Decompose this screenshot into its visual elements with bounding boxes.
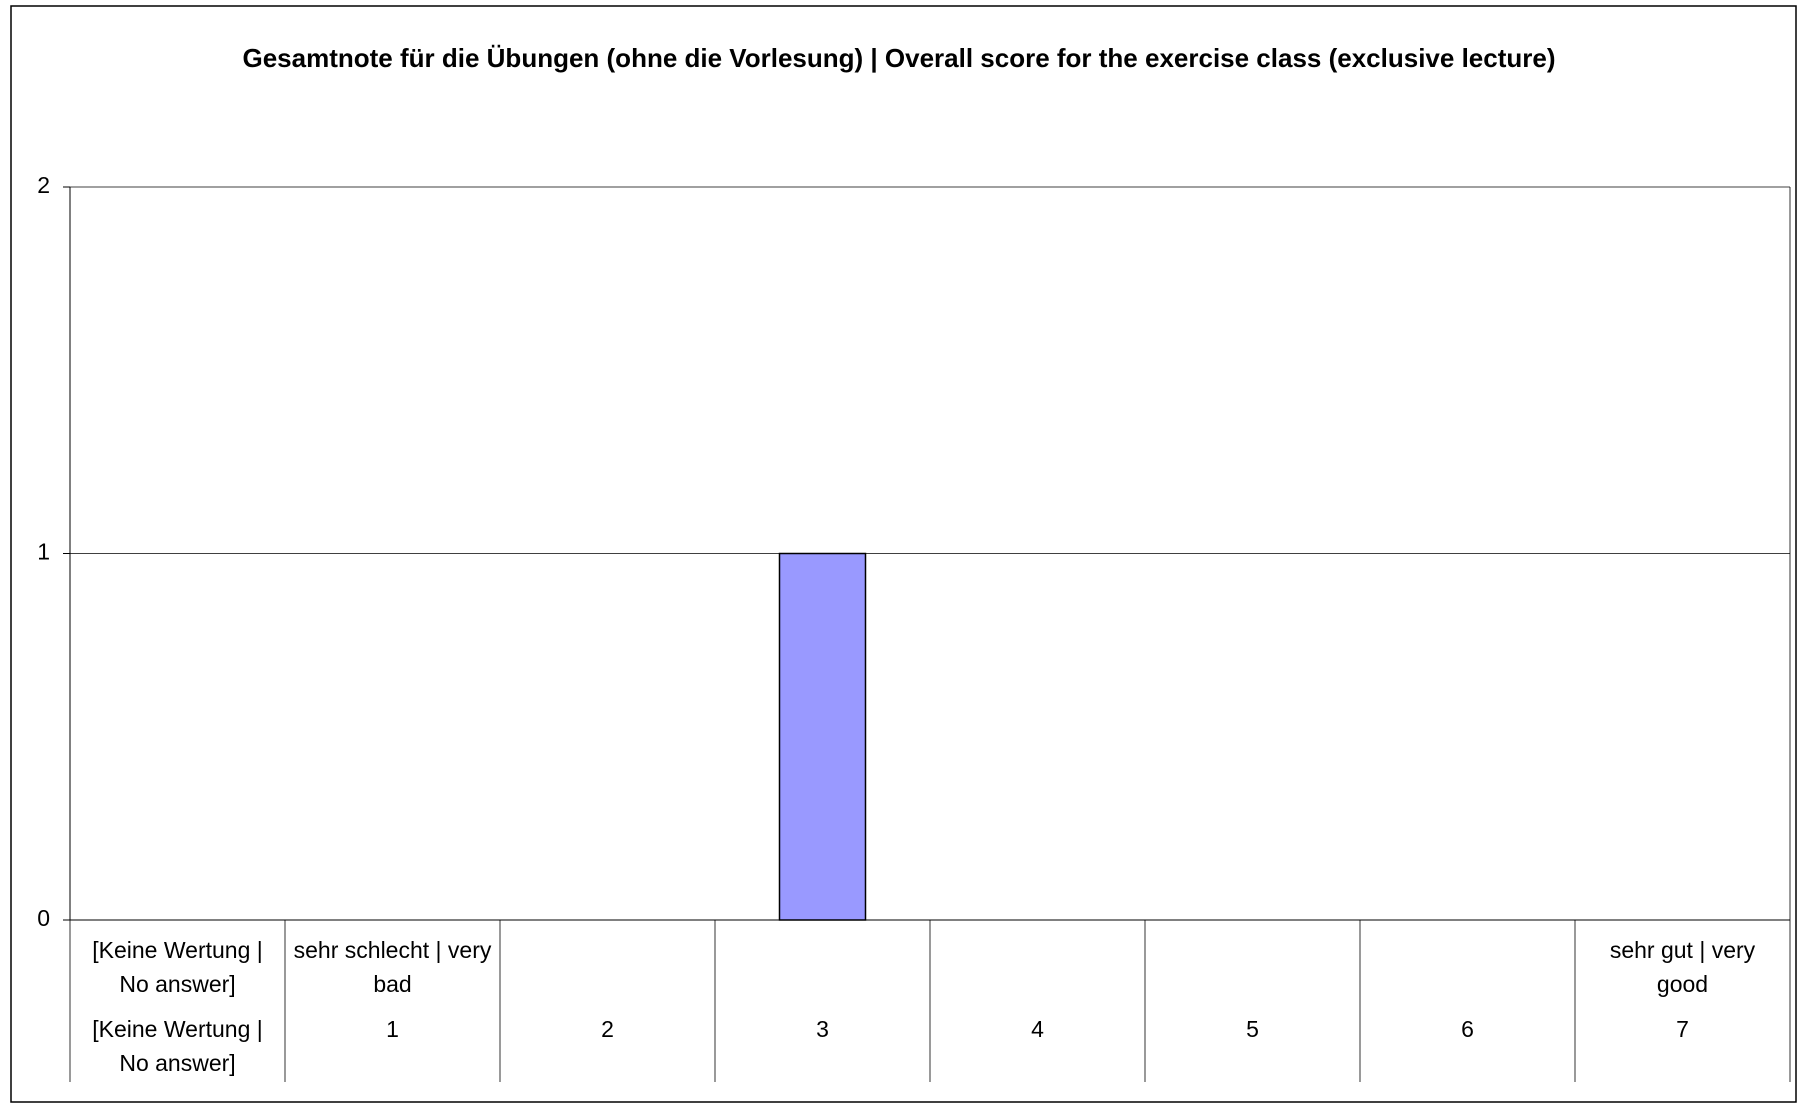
bar bbox=[778, 552, 867, 921]
x-tick-label: 5 bbox=[1246, 1016, 1259, 1042]
x-tick-label: 4 bbox=[1031, 1016, 1044, 1042]
x-group-label: sehr gut | very good bbox=[1609, 937, 1756, 997]
x-tick-label: 2 bbox=[601, 1016, 614, 1042]
y-tick-label: 2 bbox=[37, 172, 50, 198]
x-tick-label: 3 bbox=[816, 1016, 829, 1042]
chart-border bbox=[10, 5, 1797, 1103]
x-group-label: sehr schlecht | very bad bbox=[293, 937, 492, 997]
x-group-label: [Keine Wertung | No answer] bbox=[92, 937, 263, 997]
x-tick-label: 7 bbox=[1676, 1016, 1689, 1042]
chart-title: Gesamtnote für die Übungen (ohne die Vor… bbox=[242, 43, 1556, 73]
x-tick-label: 1 bbox=[386, 1016, 399, 1042]
y-tick-label: 0 bbox=[37, 905, 50, 931]
x-tick-label: 6 bbox=[1461, 1016, 1474, 1042]
x-tick-label: [Keine Wertung | No answer] bbox=[92, 1016, 263, 1076]
y-tick-label: 1 bbox=[37, 539, 50, 565]
